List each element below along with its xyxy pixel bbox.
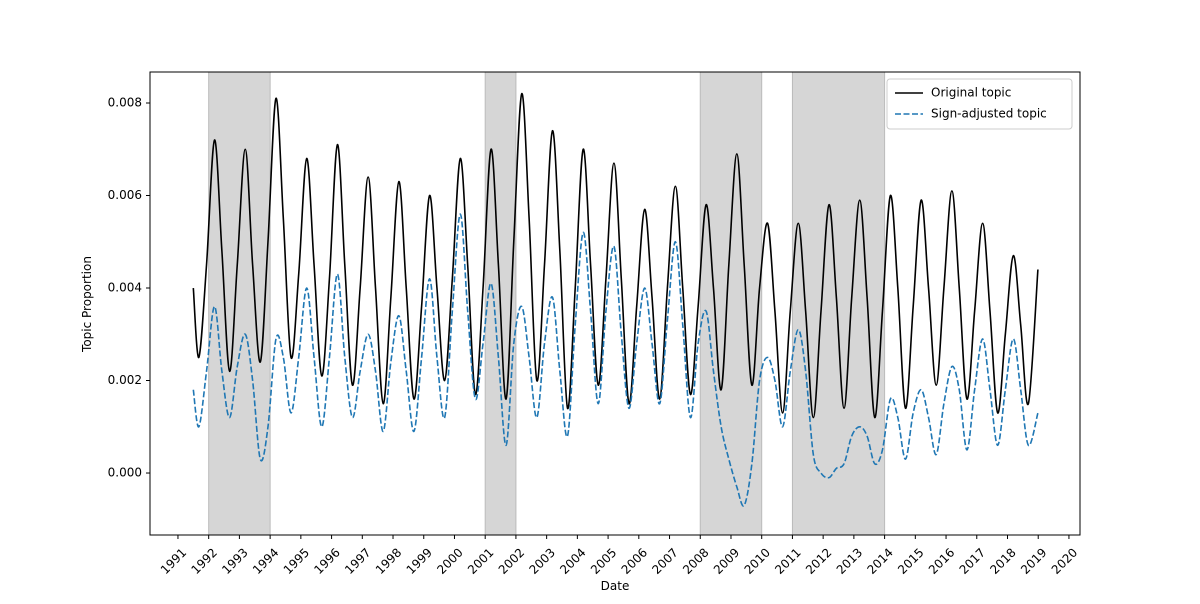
y-axis-label: Topic Proportion	[80, 256, 94, 353]
x-tick-label: 2020	[1049, 545, 1080, 576]
x-tick-label: 1996	[311, 545, 342, 576]
x-axis-label: Date	[601, 579, 630, 593]
x-tick-label: 2001	[465, 545, 496, 576]
legend-label: Sign-adjusted topic	[931, 107, 1047, 121]
x-tick-label: 2004	[557, 545, 588, 576]
y-tick-label: 0.006	[108, 188, 142, 202]
x-tick-label: 1991	[158, 545, 189, 576]
x-tick-label: 2007	[649, 545, 680, 576]
series-line	[192, 92, 1039, 419]
series-line	[192, 213, 1039, 507]
x-tick-label: 2015	[895, 545, 926, 576]
x-tick-label: 2018	[987, 545, 1018, 576]
x-tick-label: 2014	[864, 545, 895, 576]
x-tick-label: 1997	[342, 545, 373, 576]
x-tick-label: 2010	[742, 545, 773, 576]
x-tick-label: 1992	[189, 545, 220, 576]
x-tick-label: 2008	[680, 545, 711, 576]
x-tick-label: 2012	[803, 545, 834, 576]
x-tick-label: 2002	[496, 545, 527, 576]
x-tick-label: 2019	[1018, 545, 1049, 576]
x-tick-label: 1999	[404, 545, 435, 576]
x-tick-label: 2005	[588, 545, 619, 576]
x-tick-label: 2009	[711, 545, 742, 576]
y-tick-label: 0.000	[108, 466, 142, 480]
shaded-period	[791, 71, 886, 536]
x-tick-label: 2011	[772, 545, 803, 576]
x-tick-label: 1994	[250, 545, 281, 576]
x-tick-label: 2016	[926, 545, 957, 576]
shaded-period	[208, 71, 271, 536]
legend: Original topic Sign-adjusted topic	[886, 78, 1073, 130]
x-tick-label: 2003	[526, 545, 557, 576]
shaded-period	[699, 71, 763, 536]
x-tick-label: 2017	[957, 545, 988, 576]
plot-frame	[149, 71, 1081, 536]
y-tick-label: 0.004	[108, 281, 142, 295]
y-tick-label: 0.008	[108, 95, 142, 109]
x-tick-label: 1995	[281, 545, 312, 576]
x-tick-label: 2013	[834, 545, 865, 576]
legend-label: Original topic	[931, 86, 1011, 100]
y-tick-label: 0.002	[108, 373, 142, 387]
x-tick-label: 1998	[373, 545, 404, 576]
x-tick-label: 2000	[434, 545, 465, 576]
x-tick-label: 1993	[219, 545, 250, 576]
legend-box	[886, 78, 1073, 130]
x-tick-label: 2006	[619, 545, 650, 576]
